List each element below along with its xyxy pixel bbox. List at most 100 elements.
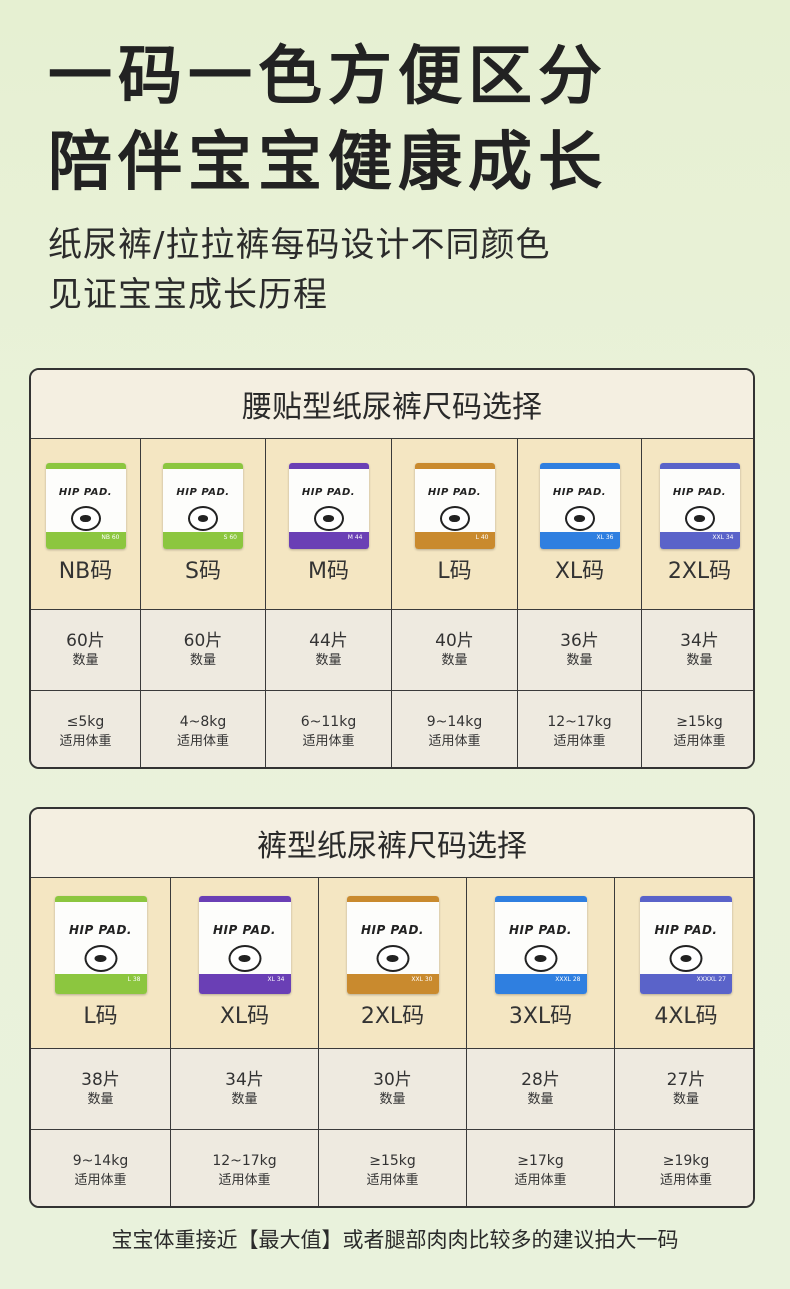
weight-value: 12~17kg: [212, 1152, 277, 1169]
package-band-text: NB 60: [101, 534, 120, 541]
panda-face-icon: [669, 945, 703, 972]
package-brand-logo: HIP PAD.: [552, 487, 607, 498]
package-band-text: XXL 30: [411, 976, 433, 983]
qty-label: 数量: [231, 1092, 258, 1107]
qty-value: 38片: [81, 1070, 120, 1090]
size-label: 2XL码: [360, 1004, 425, 1029]
size-label: XL码: [219, 1004, 270, 1029]
size-label: NB码: [58, 559, 113, 584]
pants-product-cell: HIP PAD. XXXXL 27 4XL码: [615, 878, 753, 1048]
tape-product-cell: HIP PAD. M 44 M码: [266, 439, 392, 609]
weight-label: 适用体重: [428, 733, 481, 749]
pants-qty-cell: 27片数量: [615, 1049, 753, 1129]
weight-label: 适用体重: [176, 733, 229, 749]
qty-value: 28片: [521, 1070, 560, 1090]
tape-qty-cell: 60片 数量: [141, 610, 266, 690]
pants-product-row: HIP PAD. L 38 L码 HIP PAD. XL 34 XL码 HIP PAD. XX…: [31, 878, 753, 1049]
qty-value: 34片: [680, 631, 719, 651]
package-top-strip: [163, 463, 243, 469]
weight-label: 适用体重: [659, 1172, 712, 1188]
diaper-package-image: HIP PAD. XXL 30: [346, 896, 439, 994]
diaper-package-image: HIP PAD. XL 36: [539, 463, 620, 549]
qty-label: 数量: [441, 653, 468, 668]
qty-value: 40片: [435, 631, 474, 651]
package-brand-logo: HIP PAD.: [301, 487, 356, 498]
qty-label: 数量: [72, 653, 99, 668]
qty-label: 数量: [672, 1092, 699, 1107]
tape-weight-cell: ≥15kg 适用体重: [642, 691, 753, 767]
qty-value: 60片: [66, 631, 105, 651]
footer-note: 宝宝体重接近【最大值】或者腿部肉肉比较多的建议拍大一码: [111, 1228, 679, 1252]
weight-value: 9~14kg: [72, 1152, 129, 1169]
package-band-text: XXXL 28: [555, 976, 581, 983]
diaper-package-image: HIP PAD. L 38: [54, 896, 147, 994]
pants-qty-cell: 34片 数量: [171, 1049, 319, 1129]
package-top-strip: [346, 896, 439, 902]
qty-label: 数量: [527, 1092, 554, 1107]
tape-weight-cell: 12~17kg 适用体重: [518, 691, 642, 767]
tape-weight-cell: ≤5kg 适用体重: [31, 691, 141, 767]
weight-label: 适用体重: [514, 1172, 567, 1188]
package-top-strip: [640, 896, 732, 902]
package-brand-logo: HIP PAD.: [176, 487, 230, 498]
size-label: M码: [308, 559, 349, 584]
diaper-package-image: HIP PAD. XL 34: [198, 896, 291, 994]
package-color-band: XL 34: [198, 974, 291, 994]
tape-qty-cell: 34片数量: [642, 610, 753, 690]
package-top-strip: [288, 463, 369, 469]
weight-label: 适用体重: [553, 733, 606, 749]
panda-face-icon: [84, 945, 117, 972]
panda-face-icon: [188, 506, 218, 531]
tape-product-row: HIP PAD. NB 60 NB码 HIP PAD. S 60 S码 HIP PAD. M …: [31, 439, 753, 610]
tape-size-panel: 腰贴型纸尿裤尺码选择 HIP PAD. NB 60 NB码 HIP PAD. S 60 S…: [29, 368, 755, 769]
qty-label: 数量: [379, 1092, 406, 1107]
tape-weight-row: ≤5kg 适用体重 4~8kg 适用体重 6~11kg 适用体重 9~14kg 适用体重 12~…: [31, 691, 753, 767]
package-color-band: XXL 30: [346, 974, 439, 994]
package-band-text: XL 34: [267, 976, 285, 983]
size-label: 3XL码: [508, 1004, 573, 1029]
weight-value: 12~17kg: [547, 713, 612, 730]
package-band-text: XXL 34: [712, 534, 734, 541]
weight-label: 适用体重: [218, 1172, 271, 1188]
qty-label: 数量: [566, 653, 593, 668]
weight-label: 适用体重: [366, 1172, 419, 1188]
weight-label: 适用体重: [59, 733, 112, 749]
pants-weight-cell: ≥15kg 适用体重: [319, 1130, 467, 1206]
diaper-package-image: HIP PAD. NB 60: [45, 463, 126, 549]
qty-value: 27片: [666, 1070, 706, 1090]
panda-face-icon: [564, 506, 595, 531]
package-brand-logo: HIP PAD.: [213, 923, 276, 937]
qty-value: 60片: [183, 631, 223, 651]
package-brand-logo: HIP PAD.: [427, 487, 482, 498]
pants-weight-row: 9~14kg 适用体重 12~17kg 适用体重 ≥15kg 适用体重 ≥17kg 适用体重 ≥…: [31, 1130, 753, 1206]
package-color-band: L 38: [54, 974, 147, 994]
subheadline-line-1: 纸尿裤/拉拉裤每码设计不同颜色: [48, 225, 551, 265]
diaper-package-image: HIP PAD. M 44: [288, 463, 369, 549]
qty-label: 数量: [686, 653, 713, 668]
package-top-strip: [539, 463, 620, 469]
diaper-package-image: HIP PAD. XXXXL 27: [640, 896, 732, 994]
package-color-band: NB 60: [45, 532, 126, 549]
weight-value: ≥15kg: [369, 1152, 416, 1169]
weight-label: 适用体重: [673, 733, 726, 749]
tape-qty-cell: 44片 数量: [266, 610, 392, 690]
package-color-band: S 60: [163, 532, 243, 549]
tape-qty-row: 60片 数量 60片 数量 44片 数量 40片 数量 36片 数量 34片 数量: [31, 610, 753, 691]
pants-product-cell: HIP PAD. XL 34 XL码: [171, 878, 319, 1048]
headline-line-1: 一码一色方便区分: [48, 40, 608, 114]
diaper-package-image: HIP PAD. S 60: [163, 463, 243, 549]
pants-product-cell: HIP PAD. XXXL 28 3XL码: [467, 878, 615, 1048]
package-band-text: L 38: [127, 976, 141, 983]
hero: 一码一色方便区分 陪伴宝宝健康成长 纸尿裤/拉拉裤每码设计不同颜色 见证宝宝成长…: [48, 34, 768, 320]
pants-size-panel: 裤型纸尿裤尺码选择 HIP PAD. L 38 L码 HIP PAD. XL 34 XL码…: [29, 807, 755, 1208]
pants-qty-row: 38片 数量 34片 数量 30片 数量 28片 数量 27片 数量: [31, 1049, 753, 1130]
weight-value: 6~11kg: [300, 713, 357, 730]
package-color-band: M 44: [288, 532, 369, 549]
package-brand-logo: HIP PAD.: [361, 923, 424, 937]
qty-value: 44片: [309, 631, 348, 651]
weight-value: ≥19kg: [662, 1152, 710, 1169]
weight-value: ≤5kg: [66, 713, 105, 730]
panda-face-icon: [439, 506, 470, 531]
package-top-strip: [54, 896, 147, 902]
panda-face-icon: [376, 945, 409, 972]
